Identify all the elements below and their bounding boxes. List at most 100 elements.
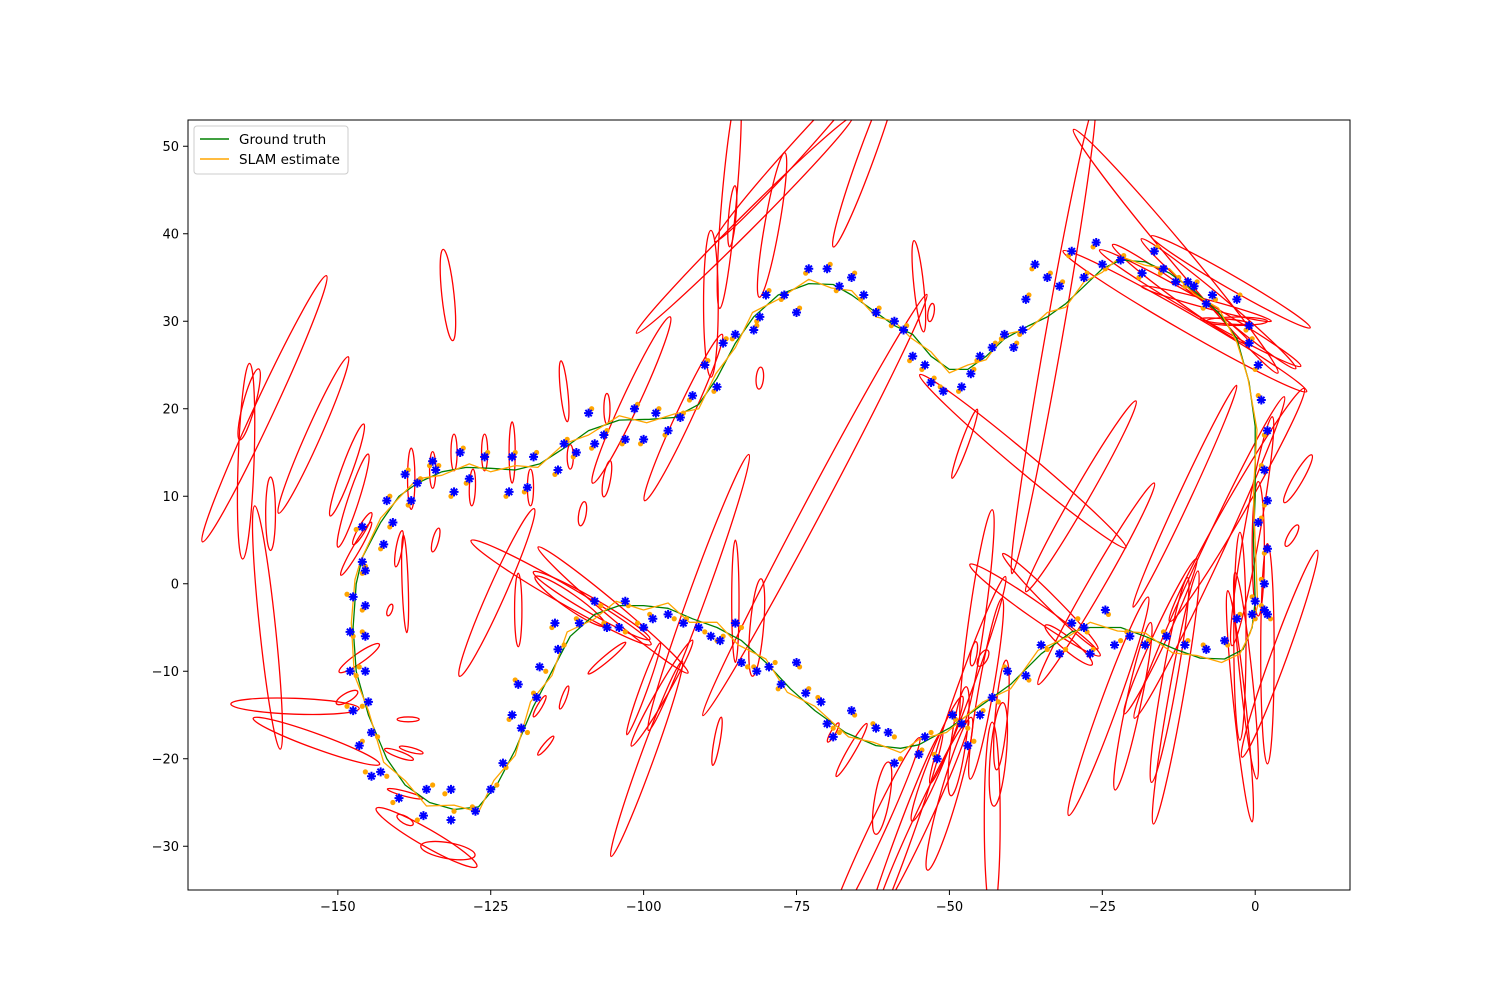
landmark-true-marker bbox=[847, 706, 857, 716]
landmark-true-marker bbox=[513, 679, 523, 689]
x-tick-label: 0 bbox=[1251, 900, 1259, 915]
y-tick-label: −10 bbox=[152, 665, 179, 680]
landmark-true-marker bbox=[947, 710, 957, 720]
landmark-true-marker bbox=[571, 448, 581, 457]
y-tick-label: 50 bbox=[162, 140, 179, 155]
uncertainty-ellipse bbox=[947, 686, 970, 797]
uncertainty-ellipse bbox=[983, 721, 1001, 890]
landmark-true-marker bbox=[1162, 631, 1172, 641]
legend-label-ground-truth: Ground truth bbox=[239, 132, 326, 148]
y-tick-label: −30 bbox=[152, 840, 179, 855]
landmark-true-marker bbox=[379, 539, 389, 549]
landmark-true-marker bbox=[755, 312, 765, 322]
uncertainty-ellipse bbox=[339, 521, 373, 576]
uncertainty-ellipse bbox=[1260, 543, 1275, 765]
x-tick-label: −50 bbox=[936, 900, 963, 915]
landmark-true-marker bbox=[663, 426, 673, 436]
uncertainty-ellipse bbox=[558, 685, 570, 710]
landmark-estimate-point bbox=[384, 773, 390, 779]
landmark-true-marker bbox=[1262, 496, 1272, 506]
uncertainty-ellipse bbox=[969, 563, 1101, 657]
uncertainty-ellipse bbox=[558, 360, 570, 423]
landmark-true-marker bbox=[516, 723, 526, 733]
landmark-estimate-point bbox=[738, 624, 745, 631]
landmark-true-marker bbox=[559, 439, 569, 449]
uncertainty-ellipse bbox=[336, 453, 370, 548]
landmark-true-marker bbox=[920, 360, 930, 370]
uncertainty-ellipse bbox=[969, 641, 979, 667]
landmark-true-marker bbox=[651, 408, 661, 418]
landmark-estimate-point bbox=[344, 591, 350, 597]
uncertainty-ellipse bbox=[383, 747, 415, 761]
uncertainty-ellipse bbox=[1282, 454, 1314, 504]
landmark-true-marker bbox=[1097, 259, 1107, 269]
uncertainty-ellipse bbox=[236, 362, 256, 560]
landmark-estimate-point bbox=[451, 808, 457, 814]
uncertainty-ellipse bbox=[439, 248, 457, 342]
landmark-estimate-point bbox=[744, 664, 751, 670]
landmark-true-marker bbox=[464, 474, 474, 484]
landmark-true-marker bbox=[1259, 579, 1269, 589]
x-tick-label: −75 bbox=[783, 900, 810, 915]
landmark-true-marker bbox=[648, 614, 658, 624]
landmark-true-marker bbox=[999, 329, 1009, 339]
uncertainty-ellipse bbox=[1225, 590, 1255, 823]
landmark-true-marker bbox=[360, 666, 370, 676]
landmark-true-marker bbox=[455, 448, 465, 457]
uncertainty-ellipse bbox=[1229, 416, 1275, 647]
landmark-true-marker bbox=[1055, 649, 1064, 659]
landmark-true-marker bbox=[590, 439, 600, 449]
landmark-true-marker bbox=[776, 679, 786, 689]
landmark-true-marker bbox=[889, 316, 899, 326]
landmark-true-marker bbox=[394, 793, 404, 803]
landmark-true-marker bbox=[730, 618, 740, 628]
landmark-estimate-point bbox=[543, 668, 549, 674]
y-tick-label: 0 bbox=[171, 577, 179, 592]
landmark-true-marker bbox=[1183, 277, 1193, 287]
uncertainty-ellipse bbox=[335, 689, 359, 706]
uncertainty-ellipse bbox=[1151, 570, 1200, 825]
landmark-true-marker bbox=[1079, 273, 1089, 282]
landmark-true-marker bbox=[804, 264, 814, 274]
landmark-estimate-point bbox=[442, 791, 448, 797]
landmark-true-marker bbox=[1116, 255, 1126, 265]
landmark-estimate-point bbox=[965, 725, 971, 731]
landmark-estimate-point bbox=[830, 725, 836, 731]
y-tick-label: 40 bbox=[162, 227, 179, 242]
landmark-estimate-point bbox=[995, 699, 1001, 705]
landmark-true-marker bbox=[1244, 321, 1254, 331]
landmark-true-marker bbox=[678, 618, 688, 628]
uncertainty-ellipse bbox=[587, 641, 627, 675]
landmark-true-marker bbox=[1003, 666, 1013, 676]
landmark-true-marker bbox=[749, 325, 759, 335]
landmark-true-marker bbox=[761, 290, 771, 300]
landmark-true-marker bbox=[366, 728, 376, 737]
landmark-true-marker bbox=[718, 338, 728, 348]
uncertainty-ellipse bbox=[393, 530, 405, 568]
uncertainty-ellipse bbox=[755, 366, 765, 390]
landmark-estimate-point bbox=[1044, 646, 1050, 652]
landmark-true-marker bbox=[584, 408, 594, 418]
landmark-true-marker bbox=[1110, 640, 1120, 650]
landmark-estimate-point bbox=[598, 603, 604, 609]
uncertainty-ellipse bbox=[967, 597, 1005, 780]
legend-label-slam-estimate: SLAM estimate bbox=[239, 152, 340, 168]
landmark-true-marker bbox=[957, 382, 967, 392]
uncertainty-ellipse bbox=[1233, 531, 1247, 741]
uncertainty-ellipse bbox=[625, 642, 662, 736]
landmark-true-marker bbox=[360, 566, 370, 576]
uncertainty-ellipse bbox=[701, 293, 928, 717]
uncertainty-ellipse bbox=[532, 694, 547, 718]
landmark-estimate-point bbox=[414, 817, 420, 823]
uncertainty-ellipse bbox=[328, 423, 366, 517]
landmark-true-marker bbox=[1067, 246, 1077, 256]
landmark-true-marker bbox=[599, 430, 609, 440]
landmark-true-marker bbox=[1140, 640, 1150, 650]
landmark-true-marker bbox=[1079, 623, 1089, 632]
landmark-true-marker bbox=[529, 452, 539, 462]
landmark-true-marker bbox=[1171, 277, 1181, 287]
uncertainty-ellipse bbox=[237, 368, 261, 441]
uncertainty-ellipse bbox=[265, 476, 277, 552]
x-tick-label: −25 bbox=[1089, 900, 1116, 915]
